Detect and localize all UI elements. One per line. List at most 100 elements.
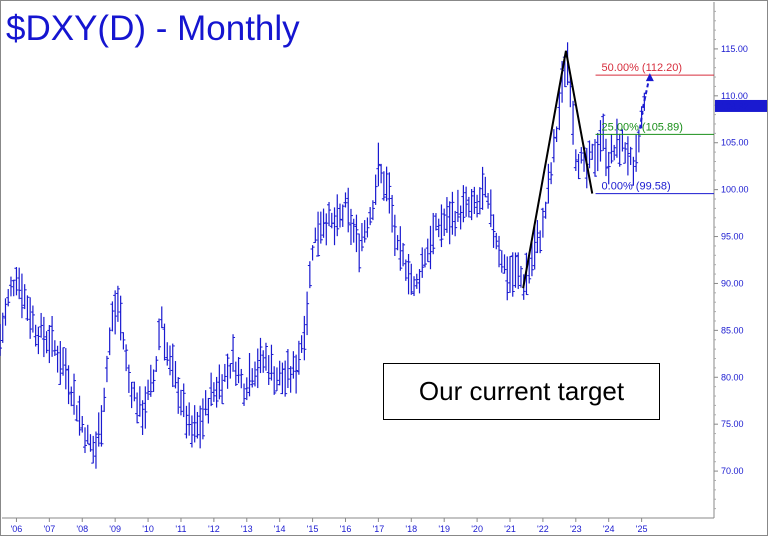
price-bar (203, 390, 208, 416)
price-bar (11, 279, 16, 297)
price-bar (261, 350, 266, 373)
price-bar (296, 340, 301, 375)
price-bar (423, 248, 427, 268)
price-bar (351, 218, 356, 243)
price-bar (118, 295, 123, 341)
price-bar (431, 212, 436, 255)
price-bar (25, 295, 30, 321)
price-bar (288, 366, 293, 393)
x-tick-label: '24 (603, 524, 615, 534)
y-tick-label: 70.00 (721, 466, 744, 476)
x-tick-label: '21 (504, 524, 516, 534)
price-bar (178, 389, 183, 416)
price-bar (217, 364, 222, 400)
price-bar (132, 381, 137, 402)
price-bar (636, 129, 641, 153)
price-bar (549, 162, 554, 185)
price-bar (157, 318, 162, 351)
price-bar (0, 324, 2, 356)
price-bar (623, 142, 628, 164)
price-bar (392, 214, 397, 256)
price-bar (483, 176, 488, 198)
price-bar (477, 187, 482, 215)
price-bar (362, 220, 367, 243)
price-bar (324, 213, 329, 246)
price-bar (379, 163, 384, 184)
price-bar (475, 194, 480, 218)
price-bar (587, 140, 592, 169)
price-bar (258, 337, 263, 374)
price-bar (151, 369, 156, 392)
price-bar (598, 120, 603, 162)
x-tick-label: '20 (471, 524, 483, 534)
price-bar (606, 151, 611, 185)
price-bar (628, 146, 633, 166)
price-bar (247, 352, 252, 397)
price-bar (99, 405, 104, 447)
pattern-line (522, 50, 594, 289)
x-tick-label: '12 (208, 524, 220, 534)
price-bar (327, 201, 332, 227)
price-bar (211, 382, 216, 402)
price-bar (395, 235, 400, 251)
price-bar (148, 364, 153, 397)
price-bar (198, 405, 203, 449)
x-tick-label: '11 (175, 524, 186, 534)
price-bar (343, 192, 348, 208)
price-bar (617, 133, 622, 167)
price-bar (313, 227, 318, 244)
fib-level-label: 50.00% (112.20) (602, 62, 683, 74)
price-bar (365, 217, 370, 238)
price-bar (61, 347, 66, 376)
price-bar (439, 204, 444, 248)
price-bar (576, 153, 581, 180)
price-bar (36, 326, 41, 355)
price-bar (486, 192, 491, 209)
price-bar (634, 134, 639, 172)
price-bar (359, 223, 364, 252)
price-bar (159, 306, 164, 329)
price-bar (22, 284, 27, 310)
price-bar (532, 226, 537, 270)
price-bar (88, 434, 93, 452)
target-annotation: Our current target (383, 363, 660, 420)
price-bar (176, 377, 181, 414)
price-bar (277, 360, 282, 386)
price-bar (433, 213, 438, 231)
x-tick-label: '16 (340, 524, 352, 534)
price-bar (107, 327, 112, 356)
price-bar (140, 400, 145, 435)
price-bar (77, 395, 82, 436)
price-bar (480, 166, 485, 210)
price-bar (450, 191, 455, 235)
price-bar (518, 265, 523, 288)
price-bar (58, 341, 63, 385)
price-bar (209, 372, 214, 407)
price-bar (17, 267, 22, 300)
price-bar (222, 363, 227, 382)
price-bar (272, 366, 277, 395)
price-bar (47, 325, 52, 364)
price-bar (425, 238, 430, 263)
price-bars (0, 42, 647, 469)
price-bar (33, 324, 38, 347)
price-bar (593, 139, 597, 177)
price-bar (595, 132, 600, 172)
price-bar (529, 241, 534, 277)
price-bar (192, 405, 197, 443)
price-bar (510, 252, 515, 297)
price-bar (126, 364, 131, 393)
price-bar (184, 405, 189, 439)
price-bar (274, 367, 279, 392)
price-bar (513, 252, 518, 288)
y-tick-label: 100.00 (721, 185, 749, 195)
price-bar (436, 218, 441, 238)
price-bar (52, 340, 57, 356)
price-bar (299, 335, 304, 353)
price-bar (19, 273, 24, 319)
price-bar (390, 194, 395, 233)
price-bar (401, 242, 406, 267)
price-bar (135, 392, 140, 424)
price-bar (508, 256, 512, 293)
price-bar (488, 189, 493, 228)
